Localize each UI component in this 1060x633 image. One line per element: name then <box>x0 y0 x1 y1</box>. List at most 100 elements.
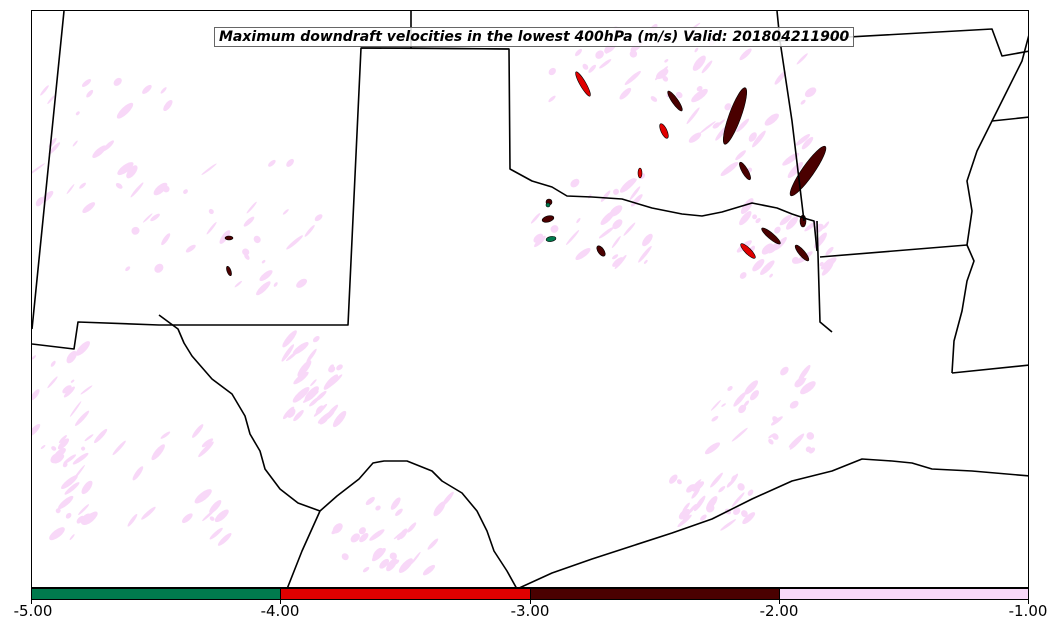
pink-blob <box>369 529 385 541</box>
pink-blob <box>739 211 752 226</box>
pink-blob <box>694 495 706 512</box>
pink-blob <box>161 233 171 246</box>
pink-blob <box>720 519 736 531</box>
pink-blob <box>151 444 165 461</box>
pink-blob <box>40 444 46 450</box>
pink-blob <box>805 446 812 453</box>
pink-blob <box>82 202 96 214</box>
pink-blob <box>32 423 41 437</box>
pink-blob <box>772 416 779 423</box>
pink-blob <box>390 497 401 510</box>
pink-blob <box>386 558 398 572</box>
pink-blob <box>599 59 612 69</box>
pink-blob <box>310 379 317 387</box>
pink-blob <box>795 134 811 146</box>
pink-blob <box>65 512 72 519</box>
colorbar-tick <box>280 600 281 604</box>
pink-blob <box>692 481 705 492</box>
pink-blob <box>183 189 188 195</box>
pink-blob <box>794 377 806 388</box>
pink-blob <box>395 508 403 516</box>
pink-blob <box>688 503 697 514</box>
pink-blob <box>209 516 215 521</box>
pink-blob <box>328 365 336 373</box>
pink-blob <box>694 47 699 53</box>
pink-blob <box>75 410 90 426</box>
pink-blob <box>595 50 604 59</box>
pink-blob <box>313 403 328 417</box>
pink-blob <box>201 438 214 448</box>
pink-blob <box>612 257 624 267</box>
pink-blob <box>69 534 75 541</box>
strong-downdraft-cores <box>224 71 827 277</box>
pink-blob <box>70 379 75 383</box>
pink-blob <box>819 261 824 267</box>
pink-blob <box>115 182 123 189</box>
downdraft-core <box>739 161 751 181</box>
pink-blob <box>242 248 250 256</box>
pink-blob <box>181 513 193 524</box>
pink-blob <box>774 71 786 85</box>
pink-blob <box>309 397 320 407</box>
pink-blob <box>733 507 741 515</box>
pink-blob <box>798 364 811 381</box>
pink-blob <box>782 152 800 166</box>
pink-blob <box>341 553 349 561</box>
pink-blob <box>317 410 335 424</box>
pink-blob <box>752 214 758 220</box>
pink-blob <box>755 218 761 224</box>
pink-blob <box>668 474 678 484</box>
pink-blob <box>268 159 276 167</box>
pink-blob <box>821 262 834 276</box>
map-canvas <box>32 11 1028 587</box>
pink-blob <box>600 190 611 202</box>
louisiana-top-border <box>819 244 968 258</box>
pink-blob <box>588 64 597 73</box>
pink-blob <box>208 208 214 215</box>
pink-blob <box>664 59 669 63</box>
pink-blob <box>696 85 703 92</box>
pink-blob <box>273 282 278 287</box>
pink-blob <box>292 342 309 355</box>
colorbar-tick <box>1028 600 1029 604</box>
downdraft-core <box>226 265 232 277</box>
pink-blob <box>760 260 775 275</box>
pink-blob <box>701 60 713 74</box>
pink-blob <box>700 514 707 521</box>
pink-blob <box>64 482 80 495</box>
pink-blob <box>570 178 580 188</box>
arkansas-louisiana-border <box>816 220 833 333</box>
pink-blob <box>410 551 421 565</box>
pink-blob <box>393 528 408 540</box>
mexico-interior-border <box>286 510 321 587</box>
downdraft-core <box>637 167 643 179</box>
pink-blob <box>32 389 40 401</box>
pink-blob <box>256 281 271 296</box>
downdraft-core <box>761 227 781 245</box>
pink-blob <box>548 67 556 76</box>
downdraft-core <box>575 71 591 97</box>
pink-blob <box>789 400 799 409</box>
pink-blob <box>286 235 303 250</box>
pink-blob <box>312 336 320 343</box>
light-pink-downdraft-areas <box>32 22 837 576</box>
pink-blob <box>744 380 759 395</box>
pink-blob <box>117 162 134 176</box>
pink-blob <box>710 400 721 411</box>
pink-blob <box>691 487 700 499</box>
pink-blob <box>72 452 89 465</box>
pink-blob <box>813 223 824 233</box>
pink-blob <box>51 446 57 451</box>
pink-blob <box>752 130 766 148</box>
pink-blob <box>825 246 834 256</box>
pink-blob <box>304 224 315 237</box>
pink-blob <box>629 186 641 200</box>
pink-blob <box>40 190 54 203</box>
pink-blob <box>764 113 779 126</box>
pink-blob <box>79 182 86 189</box>
green-core <box>545 236 557 242</box>
pink-blob <box>48 142 61 155</box>
pink-blob <box>736 118 750 133</box>
pink-blob <box>78 504 90 516</box>
pink-blob <box>786 216 798 230</box>
